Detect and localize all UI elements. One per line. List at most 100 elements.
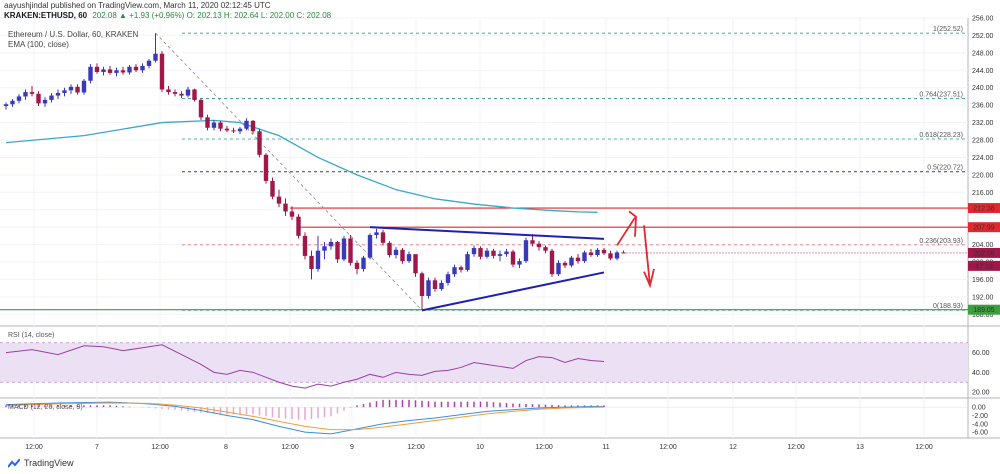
macd-signal-line xyxy=(5,402,605,431)
time-tick-label: 12:00 xyxy=(915,444,933,451)
candle-body xyxy=(471,248,477,255)
legend-main-series[interactable]: Ethereum / U.S. Dollar, 60, KRAKEN xyxy=(8,30,139,39)
candle-body xyxy=(88,66,93,81)
candle-body xyxy=(426,280,431,296)
time-tick-label: 9 xyxy=(350,444,354,451)
tradingview-brand[interactable]: TradingView xyxy=(7,457,74,468)
candle-body xyxy=(211,122,217,128)
price-tick-label: 232.00 xyxy=(972,120,994,127)
time-tick-label: 12:00 xyxy=(281,444,299,451)
candle-body xyxy=(543,247,548,251)
price-tick-label: 240.00 xyxy=(972,85,994,92)
price-tick-label: 196.00 xyxy=(972,277,994,284)
time-tick-label: 11 xyxy=(602,444,609,451)
candle-body xyxy=(614,252,620,259)
candle-body xyxy=(49,95,54,100)
candle-body xyxy=(400,249,405,262)
candle-body xyxy=(81,80,87,93)
candle-body xyxy=(94,66,100,73)
rsi-line xyxy=(5,344,605,389)
candle-body xyxy=(231,130,236,132)
legend-ema[interactable]: EMA (100, close) xyxy=(8,40,69,49)
macd-tick-label: 0.00 xyxy=(972,405,986,412)
candle-body xyxy=(530,240,535,244)
time-tick-label: 7 xyxy=(95,444,99,451)
price-level-tag xyxy=(968,304,1000,315)
candle-body xyxy=(62,90,67,93)
candle-body xyxy=(16,96,22,101)
price-tick-label: 204.00 xyxy=(972,242,994,249)
candle-body xyxy=(107,69,113,73)
candle-body xyxy=(3,104,9,107)
current-price-label: 47:19 xyxy=(975,263,993,270)
candle-body xyxy=(270,180,275,197)
price-tick-label: 228.00 xyxy=(972,138,994,145)
candle-body xyxy=(523,240,529,262)
candle-body xyxy=(127,66,132,73)
price-tick-label: 252.00 xyxy=(972,33,994,40)
price-tick-label: 244.00 xyxy=(972,68,994,75)
candle-body xyxy=(361,257,366,269)
macd-line xyxy=(5,401,605,435)
candle-body xyxy=(29,92,35,94)
fib-level-label: 0(188.93) xyxy=(933,303,963,310)
candle-body xyxy=(296,216,301,236)
price-level-tag-label: 207.99 xyxy=(973,225,995,232)
macd-tick-label: -4.00 xyxy=(972,421,988,428)
candle-body xyxy=(218,122,223,129)
candle-body xyxy=(432,280,438,290)
ema-100-line xyxy=(5,119,598,213)
time-tick-label: 10 xyxy=(476,444,484,451)
candle-body xyxy=(348,238,353,263)
candle-body xyxy=(413,254,418,274)
price-level-tag-label: 212.38 xyxy=(973,206,995,213)
candle-body xyxy=(146,60,152,66)
time-tick-label: 12:00 xyxy=(787,444,805,451)
candle-body xyxy=(484,250,490,257)
candle-body xyxy=(224,128,230,131)
price-tick-label: 220.00 xyxy=(972,172,994,179)
candle-body xyxy=(237,128,243,132)
candle-body xyxy=(205,117,210,128)
candle-body xyxy=(55,92,61,96)
symbol-values: 202.08 ▲ +1.93 (+0.96%) O: 202.13 H: 202… xyxy=(92,11,332,20)
candle-body xyxy=(322,246,327,251)
triangle-trendline xyxy=(369,226,605,240)
tradingview-logo-icon xyxy=(7,457,21,468)
price-tick-label: 248.00 xyxy=(972,50,994,57)
candle-body xyxy=(120,70,126,73)
breakout-up-arrowhead xyxy=(628,210,637,237)
candle-body xyxy=(354,262,360,269)
time-tick-label: 12:00 xyxy=(407,444,425,451)
candle-body xyxy=(263,154,269,181)
candle-body xyxy=(341,238,347,260)
candle-body xyxy=(192,89,197,100)
candle-body xyxy=(244,120,249,129)
triangle-trendline xyxy=(421,271,605,312)
candle-body xyxy=(172,92,178,94)
fib-level-label: 0.236(203.93) xyxy=(919,238,963,245)
candle-body xyxy=(335,241,340,260)
price-tick-label: 216.00 xyxy=(972,190,994,197)
candle-body xyxy=(491,250,496,256)
candle-body xyxy=(575,257,581,262)
candle-body xyxy=(68,86,74,91)
candle-body xyxy=(276,196,282,204)
macd-legend: MACD (12, 26, close, 9) xyxy=(8,404,83,411)
time-tick-label: 12:00 xyxy=(535,444,553,451)
candle-body xyxy=(257,131,262,155)
candle-body xyxy=(374,232,379,235)
price-tick-label: 192.00 xyxy=(972,294,994,301)
candle-body xyxy=(133,66,139,71)
candle-body xyxy=(114,70,119,73)
fib-level-label: 0.618(228.23) xyxy=(919,132,963,139)
breakout-up-arrow xyxy=(616,217,636,246)
candle-body xyxy=(166,89,171,93)
price-tick-label: 224.00 xyxy=(972,155,994,162)
price-level-tag xyxy=(968,203,1000,214)
current-price-tag xyxy=(968,247,1000,258)
candle-body xyxy=(36,93,41,104)
rsi-tick-label: 20.00 xyxy=(972,390,990,397)
